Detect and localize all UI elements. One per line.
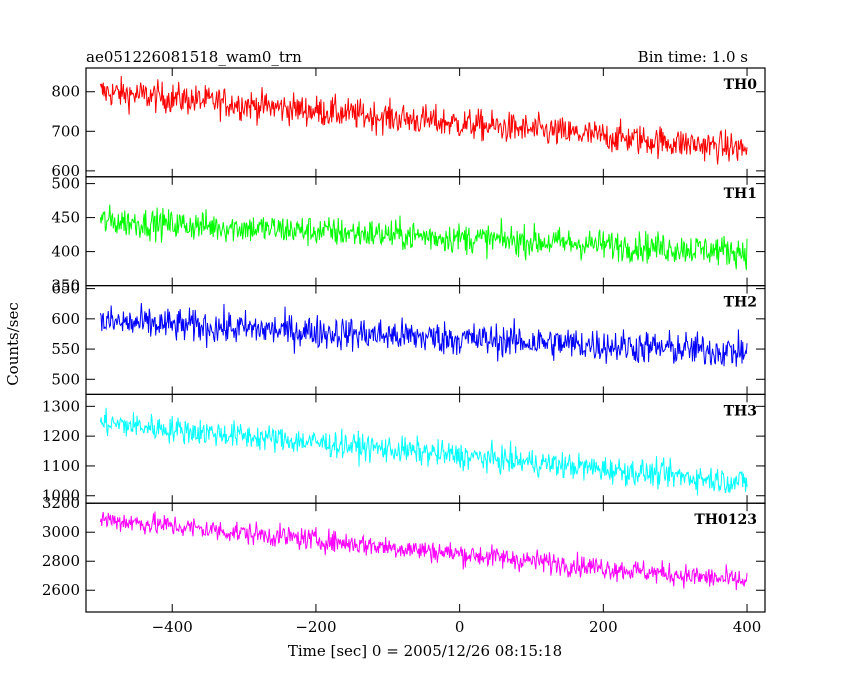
- y-tick-label: 1200: [42, 427, 80, 445]
- y-tick-label: 350: [51, 277, 80, 295]
- panel-label-th0: TH0: [724, 77, 758, 93]
- panel-label-th3: TH3: [724, 403, 757, 419]
- y-tick-label: 500: [51, 370, 80, 388]
- panels-group: 600 700 800 TH0 350 400 450 500 TH1 500 550 600 650 T…: [42, 67, 766, 613]
- y-tick-label: 3000: [42, 523, 80, 541]
- x-tick-label: 200: [589, 618, 618, 636]
- y-tick-label: 450: [51, 209, 80, 227]
- x-tick-label: 400: [733, 618, 762, 636]
- y-tick-label: 2800: [42, 552, 80, 570]
- y-axis-label: Counts/sec: [4, 302, 22, 386]
- y-tick-label: 1300: [42, 397, 80, 415]
- y-tick-label: 1000: [42, 487, 80, 505]
- panel-th2: 500 550 600 650 TH2: [51, 280, 766, 396]
- y-tick-label: 600: [51, 310, 80, 328]
- panel-label-th1: TH1: [724, 186, 757, 202]
- panel-label-th2: TH2: [724, 295, 757, 311]
- x-tick-label: 0: [455, 618, 465, 636]
- series-line-th2: [99, 303, 748, 367]
- panel-th3: 1000 1100 1200 1300 TH3: [42, 393, 766, 505]
- series-line-th0: [99, 75, 748, 165]
- series-line-th3: [99, 407, 748, 496]
- x-tick-label: −200: [295, 618, 336, 636]
- y-tick-label: 650: [51, 280, 80, 298]
- series-line-th0123: [99, 511, 748, 591]
- y-tick-label: 3200: [42, 494, 80, 512]
- panel-frame: [85, 176, 766, 287]
- y-tick-label: 400: [51, 243, 80, 261]
- y-tick-label: 800: [51, 83, 80, 101]
- y-tick-label: 2600: [42, 581, 80, 599]
- y-tick-label: 700: [51, 122, 80, 140]
- x-axis-label: Time [sec] 0 = 2005/12/26 08:15:18: [288, 642, 562, 660]
- panel-th0123: 2600 2800 3000 3200 TH0123: [42, 494, 766, 613]
- chart-title: ae051226081518_wam0_trn: [86, 48, 302, 66]
- y-tick-label: 500: [51, 175, 80, 193]
- panel-th1: 350 400 450 500 TH1: [51, 175, 766, 295]
- bin-time-label: Bin time: 1.0 s: [638, 48, 748, 66]
- y-tick-label: 550: [51, 340, 80, 358]
- series-line-th1: [99, 204, 748, 271]
- panel-th0: 600 700 800 TH0: [51, 67, 766, 180]
- panel-frame: [85, 502, 766, 613]
- x-axis: −400 −200 0 200 400: [152, 618, 762, 636]
- x-tick-label: −400: [152, 618, 193, 636]
- panel-label-th0123: TH0123: [694, 512, 757, 528]
- y-tick-label: 600: [51, 162, 80, 180]
- y-tick-label: 1100: [42, 457, 80, 475]
